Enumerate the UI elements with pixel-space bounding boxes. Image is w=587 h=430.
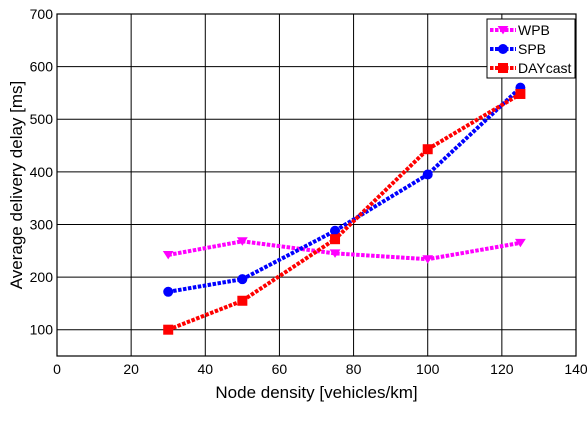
data-point-daycast (422, 144, 433, 155)
x-tick-label: 60 (272, 361, 288, 377)
series-line-spb (167, 86, 522, 294)
y-tick-label: 700 (30, 6, 54, 22)
x-tick-label: 80 (346, 361, 362, 377)
x-tick-label: 100 (416, 361, 440, 377)
series-line-wpb (167, 239, 521, 262)
data-point-wpb (422, 255, 434, 264)
series-spb (163, 82, 526, 297)
data-point-spb (422, 169, 433, 180)
legend-item-daycast: DAYcast (490, 60, 572, 76)
series-daycast (163, 88, 526, 335)
tick-labels: 0 20 40 60 80 100 120 140 100 200 300 400 500 600 700 (30, 6, 587, 377)
y-tick-label: 100 (30, 322, 54, 338)
y-tick-label: 500 (30, 111, 54, 127)
data-point-daycast (330, 234, 341, 245)
legend-marker-spb (498, 44, 508, 54)
data-point-spb (163, 286, 174, 297)
series-wpb (162, 237, 526, 264)
legend-label-wpb: WPB (518, 22, 550, 38)
x-tick-label: 140 (564, 361, 587, 377)
plot-frame (56, 13, 577, 357)
series-layer (162, 82, 526, 335)
data-point-wpb (329, 249, 341, 258)
data-point-daycast (237, 295, 248, 306)
data-point-spb (237, 274, 248, 285)
y-axis-label: Average delivery delay [ms] (7, 81, 26, 290)
y-tick-label: 400 (30, 164, 54, 180)
data-point-wpb (236, 237, 248, 246)
legend-marker-daycast (498, 63, 508, 73)
data-point-wpb (514, 238, 526, 248)
legend-item-wpb: WPB (490, 22, 550, 38)
x-axis-label: Node density [vehicles/km] (215, 383, 417, 402)
series-line-daycast (167, 92, 522, 332)
data-point-daycast (163, 324, 174, 335)
legend-marker-wpb (497, 26, 509, 35)
y-tick-label: 200 (30, 269, 54, 285)
x-tick-label: 120 (490, 361, 514, 377)
legend: WPB SPB DAYcast (486, 18, 576, 79)
x-tick-label: 40 (197, 361, 213, 377)
y-tick-label: 600 (30, 59, 54, 75)
x-tick-label: 20 (123, 361, 139, 377)
legend-item-spb: SPB (490, 41, 546, 57)
data-point-wpb (162, 250, 174, 260)
y-tick-label: 300 (30, 216, 54, 232)
legend-label-daycast: DAYcast (518, 60, 572, 76)
data-point-daycast (515, 88, 526, 99)
x-tick-label: 0 (53, 361, 61, 377)
legend-label-spb: SPB (518, 41, 546, 57)
